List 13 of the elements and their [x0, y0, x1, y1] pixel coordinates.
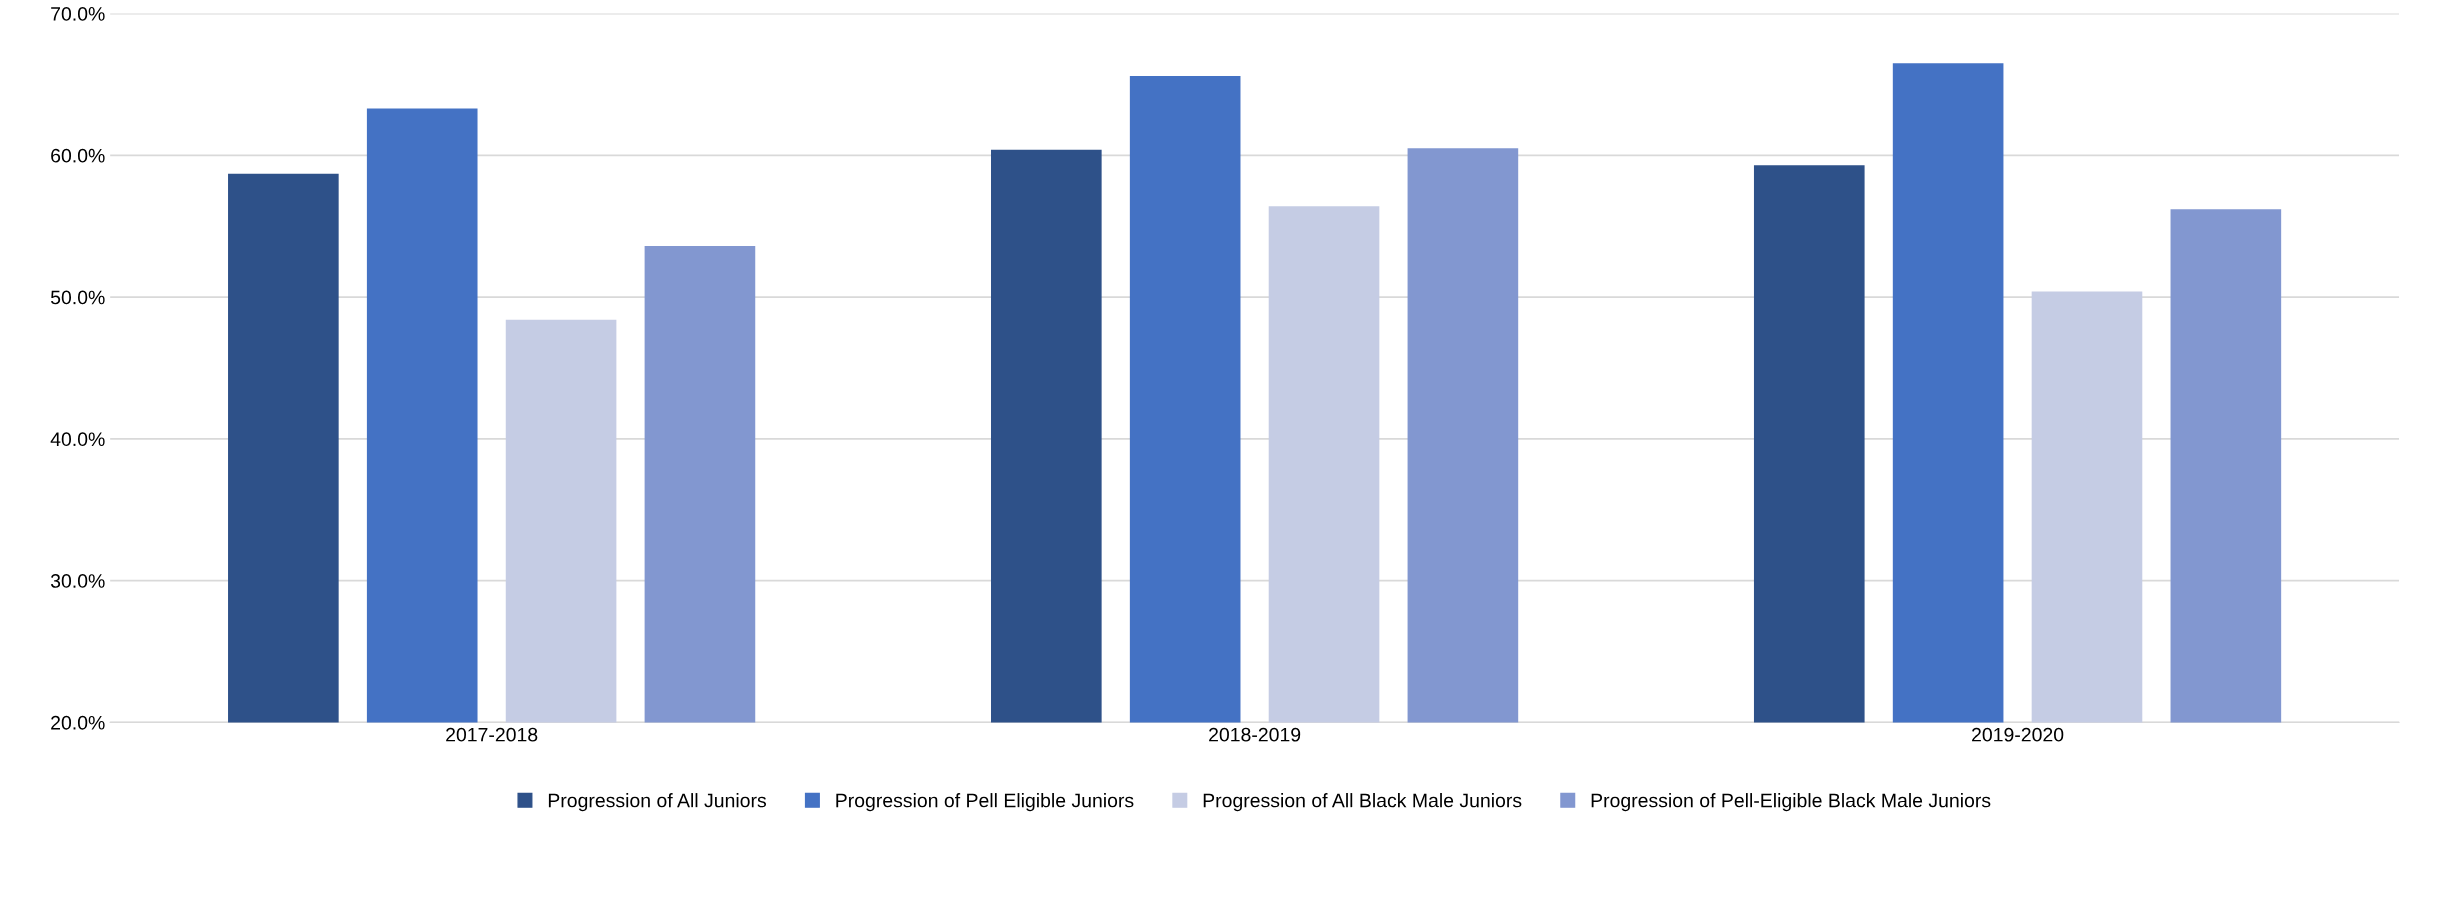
y-tick-label: 70.0% [51, 7, 105, 21]
legend-label: Progression of Pell Eligible Juniors [836, 793, 1134, 812]
legend-label: Progression of All Juniors [548, 793, 767, 812]
y-tick-label: 30.0% [50, 574, 105, 588]
y-tick-label: 50.0% [50, 290, 105, 305]
legend-label: Progression of Pell-Eligible Black Male Juniors [1591, 793, 1991, 812]
legend-label: Progression of All Black Male Juniors [1203, 793, 1522, 812]
x-tick-label: 2019-2020 [1972, 727, 2064, 742]
y-tick-label: 60.0% [51, 148, 105, 163]
y-tick-label: 20.0% [51, 715, 105, 730]
y-tick-label: 40.0% [50, 432, 105, 447]
x-tick-label: 2017-2018 [446, 727, 538, 742]
x-tick-label: 2018-2019 [1209, 727, 1301, 742]
